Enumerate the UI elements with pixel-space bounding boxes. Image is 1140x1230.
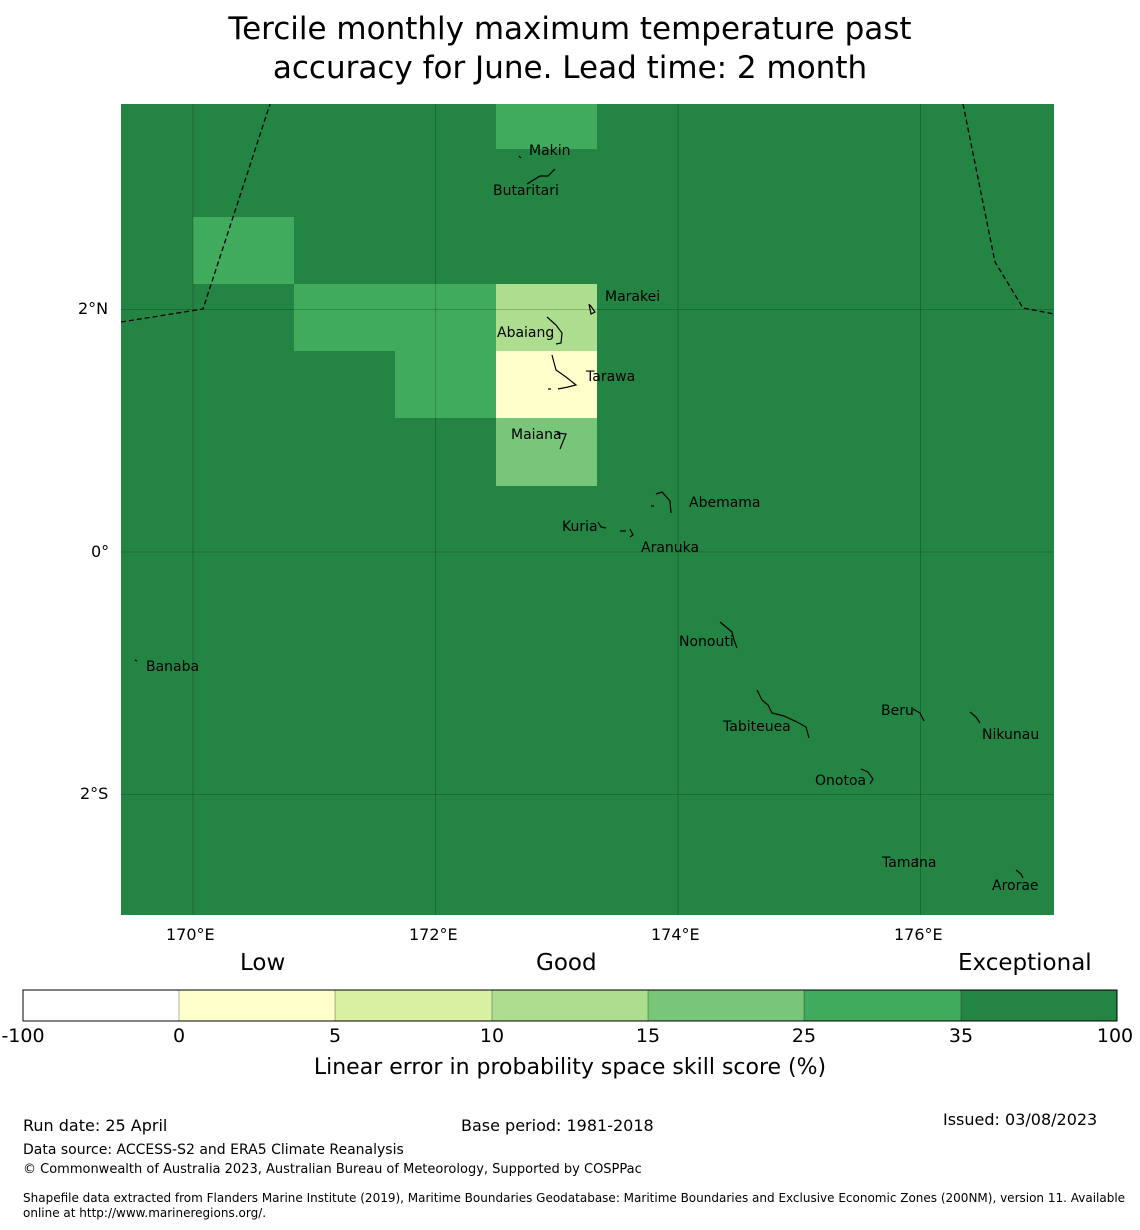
skill-cell bbox=[121, 351, 294, 915]
skill-cell bbox=[294, 351, 395, 418]
lon-label-176e: 176°E bbox=[894, 925, 943, 944]
colorbar-tick: -100 bbox=[1, 1025, 45, 1047]
skill-cell bbox=[395, 486, 597, 915]
place-label-maiana: Maiana bbox=[511, 427, 562, 443]
title-line-1: Tercile monthly maximum temperature past bbox=[228, 11, 912, 47]
run-date: Run date: 25 April bbox=[23, 1116, 168, 1135]
place-label-tabiteuea: Tabiteuea bbox=[722, 719, 791, 735]
colorbar-tick: 15 bbox=[635, 1025, 661, 1047]
island-outline bbox=[756, 689, 810, 739]
place-label-butaritari: Butaritari bbox=[493, 183, 559, 199]
island-outline bbox=[1015, 869, 1024, 879]
lon-label-170e: 170°E bbox=[166, 925, 215, 944]
category-good: Good bbox=[536, 950, 597, 976]
skill-cell bbox=[193, 217, 294, 284]
island-outline bbox=[597, 521, 607, 529]
colorbar-tick: 100 bbox=[1096, 1025, 1134, 1047]
colorbar-segment bbox=[648, 990, 804, 1021]
skill-cell bbox=[294, 284, 496, 351]
place-label-nikunau: Nikunau bbox=[982, 727, 1039, 743]
skill-cell bbox=[597, 351, 1054, 915]
base-period: Base period: 1981-2018 bbox=[461, 1116, 654, 1135]
place-label-marakei: Marakei bbox=[605, 289, 660, 305]
title-line-2: accuracy for June. Lead time: 2 month bbox=[272, 50, 868, 86]
skill-cell bbox=[294, 418, 395, 915]
colorbar-segment bbox=[179, 990, 335, 1021]
lat-label-2n: 2°N bbox=[78, 299, 109, 318]
place-label-nonouti: Nonouti bbox=[679, 634, 734, 650]
shapefile-credit: Shapefile data extracted from Flanders M… bbox=[23, 1191, 1138, 1221]
skill-cell bbox=[395, 418, 496, 486]
island-outline bbox=[969, 711, 981, 724]
issued-date: Issued: 03/08/2023 bbox=[943, 1110, 1098, 1129]
colorbar-title: Linear error in probability space skill … bbox=[313, 1055, 827, 1080]
island-outline bbox=[134, 659, 138, 662]
eez-boundary-west bbox=[120, 103, 271, 323]
copyright: © Commonwealth of Australia 2023, Austra… bbox=[23, 1162, 642, 1177]
colorbar-tick: 25 bbox=[791, 1025, 817, 1047]
island-outline bbox=[719, 621, 738, 649]
colorbar-segment bbox=[23, 990, 179, 1021]
colorbar-segment bbox=[804, 990, 961, 1021]
island-outline bbox=[912, 708, 925, 722]
island-outline bbox=[860, 768, 874, 785]
category-low: Low bbox=[240, 950, 286, 976]
skill-cell bbox=[496, 418, 597, 486]
island-outline bbox=[518, 155, 522, 159]
place-label-banaba: Banaba bbox=[146, 659, 199, 675]
place-label-abemama: Abemama bbox=[689, 495, 761, 511]
place-label-aranuka: Aranuka bbox=[641, 540, 699, 556]
category-exceptional: Exceptional bbox=[958, 950, 1092, 976]
shapefile-credit-line-2: online at http://www.marineregions.org/. bbox=[23, 1206, 267, 1220]
place-label-beru: Beru bbox=[881, 703, 914, 719]
chart-title: Tercile monthly maximum temperature past… bbox=[0, 10, 1140, 88]
colorbar-frame bbox=[22, 989, 1118, 1022]
island-outline bbox=[655, 491, 672, 514]
island-outline bbox=[546, 316, 563, 345]
colorbar-segment bbox=[961, 990, 1117, 1021]
skill-cell bbox=[496, 284, 597, 351]
colorbar-segment bbox=[335, 990, 492, 1021]
island-outline bbox=[551, 354, 578, 390]
eez-boundary-east bbox=[962, 103, 1055, 315]
island-outline bbox=[629, 528, 634, 538]
skill-cell bbox=[1001, 284, 1054, 351]
colorbar-tick: 5 bbox=[328, 1025, 342, 1047]
lon-label-174e: 174°E bbox=[651, 925, 700, 944]
data-source: Data source: ACCESS-S2 and ERA5 Climate … bbox=[23, 1142, 404, 1158]
skill-cell bbox=[496, 104, 597, 149]
place-label-abaiang: Abaiang bbox=[497, 325, 554, 341]
island-outline bbox=[556, 432, 567, 450]
colorbar-segment bbox=[492, 990, 648, 1021]
colorbar-tick: 35 bbox=[948, 1025, 974, 1047]
colorbar-tick: 0 bbox=[172, 1025, 186, 1047]
lon-label-172e: 172°E bbox=[409, 925, 458, 944]
skill-cell bbox=[395, 351, 496, 418]
colorbar-tick: 10 bbox=[479, 1025, 505, 1047]
lat-label-2s: 2°S bbox=[80, 784, 109, 803]
shapefile-credit-line-1: Shapefile data extracted from Flanders M… bbox=[23, 1191, 1126, 1205]
island-outline bbox=[915, 857, 919, 861]
place-label-onotoa: Onotoa bbox=[815, 773, 866, 789]
lat-label-0: 0° bbox=[91, 542, 110, 561]
place-label-tamana: Tamana bbox=[881, 855, 936, 871]
place-label-arorae: Arorae bbox=[992, 878, 1039, 894]
place-label-tarawa: Tarawa bbox=[585, 369, 635, 385]
place-label-kuria: Kuria bbox=[562, 519, 598, 535]
place-label-makin: Makin bbox=[529, 143, 571, 159]
island-outline bbox=[588, 303, 596, 315]
island-outline bbox=[526, 168, 556, 185]
skill-cell bbox=[496, 351, 597, 418]
